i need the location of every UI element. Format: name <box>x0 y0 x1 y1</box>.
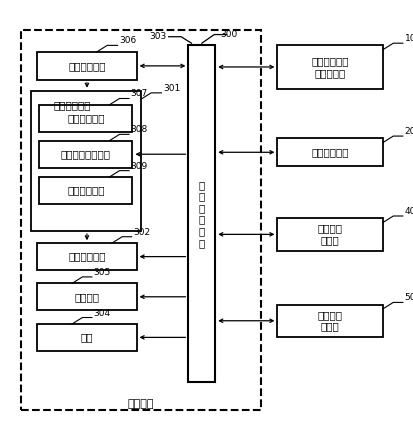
Text: 304: 304 <box>93 308 110 318</box>
Bar <box>39 141 132 168</box>
Bar <box>37 243 136 270</box>
Text: 存储单元: 存储单元 <box>74 292 99 302</box>
Text: 303: 303 <box>149 32 166 41</box>
Text: 307: 307 <box>131 89 147 98</box>
Text: 309: 309 <box>131 162 147 171</box>
Text: 200: 200 <box>404 127 413 136</box>
Text: 301: 301 <box>163 84 180 93</box>
Bar <box>39 105 132 132</box>
Text: 面板: 面板 <box>81 332 93 343</box>
Bar <box>37 283 136 310</box>
Text: 健康管控单元: 健康管控单元 <box>68 61 105 71</box>
Text: 100: 100 <box>404 34 413 43</box>
Text: 疲劳检测模块: 疲劳检测模块 <box>67 113 104 124</box>
Text: 网
络
传
输
单
元: 网 络 传 输 单 元 <box>198 180 204 248</box>
Text: 人脸识别单元: 人脸识别单元 <box>311 147 348 157</box>
Bar <box>37 52 136 80</box>
Bar <box>277 138 382 166</box>
Bar <box>31 91 140 231</box>
Text: 302: 302 <box>133 228 150 237</box>
Text: 车载人体多参
数监测终端: 车载人体多参 数监测终端 <box>311 56 348 78</box>
Text: 健康评估单元: 健康评估单元 <box>54 100 91 110</box>
Text: 车载电脑: 车载电脑 <box>127 399 154 409</box>
Text: 306: 306 <box>119 36 137 45</box>
Text: 焦虑紧张检测模块: 焦虑紧张检测模块 <box>61 149 111 159</box>
Bar <box>188 45 215 382</box>
Text: 失眠检测模块: 失眠检测模块 <box>67 185 104 196</box>
Text: 305: 305 <box>93 268 111 277</box>
Text: 400: 400 <box>404 207 413 216</box>
Bar <box>39 177 132 204</box>
Text: 车联网管
控平台: 车联网管 控平台 <box>317 310 342 332</box>
Text: 远程服务
数据库: 远程服务 数据库 <box>317 224 342 245</box>
Bar <box>277 45 382 89</box>
Text: 308: 308 <box>131 125 147 134</box>
Bar <box>277 218 382 251</box>
Bar <box>37 324 136 351</box>
Text: 驾驶预警单元: 驾驶预警单元 <box>68 251 105 262</box>
Text: 300: 300 <box>220 30 237 39</box>
Text: 500: 500 <box>404 293 413 302</box>
Bar <box>277 305 382 337</box>
Bar <box>21 30 260 410</box>
